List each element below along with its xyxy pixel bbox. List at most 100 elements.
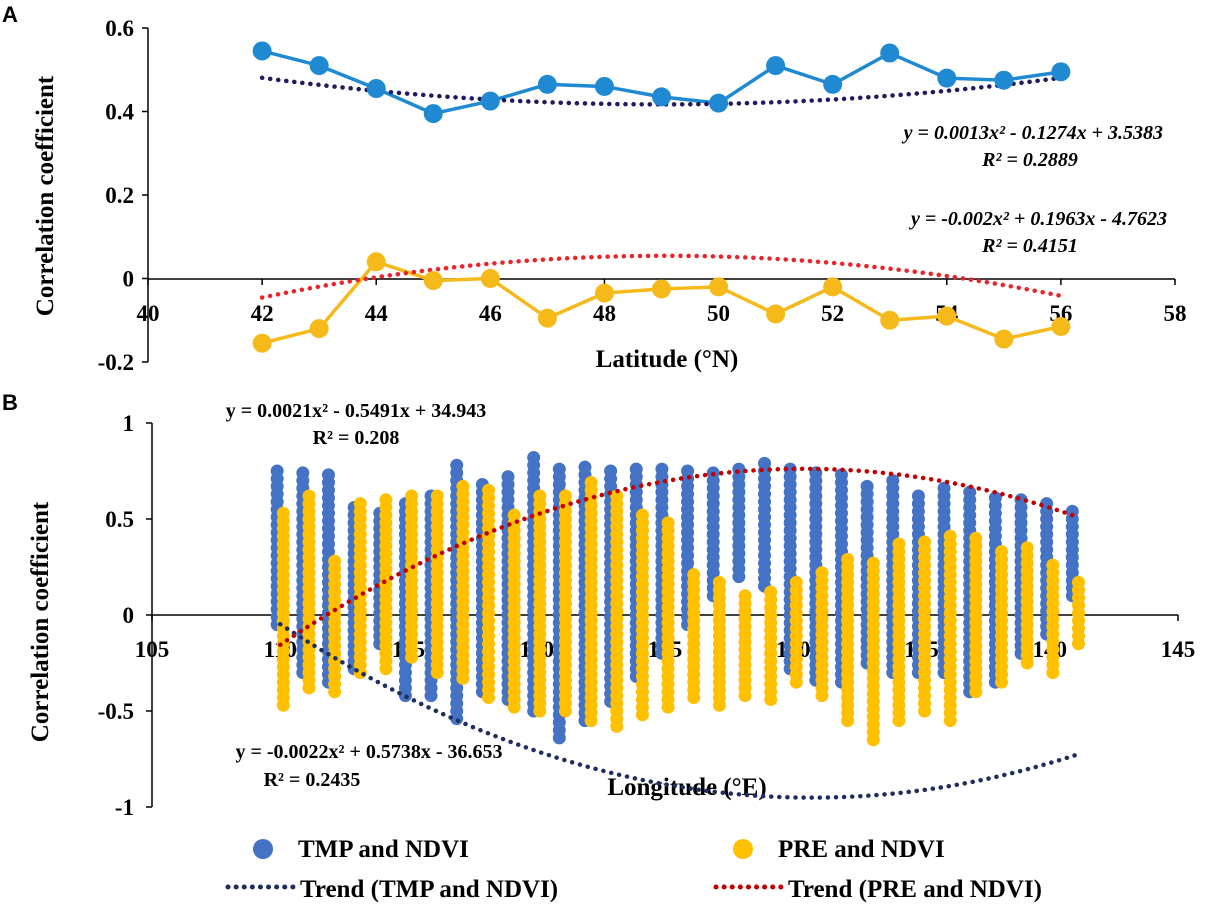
panel-b-tmp-point bbox=[321, 468, 335, 482]
panel-b-pre-column bbox=[687, 568, 701, 705]
panel-a-pre-point bbox=[994, 329, 1014, 349]
panel-b-pre-point bbox=[969, 531, 983, 545]
panel-b-tmp-point bbox=[758, 456, 772, 470]
legend: TMP and NDVI PRE and NDVI Trend (TMP and… bbox=[225, 836, 1042, 903]
panel-b-pre-column bbox=[507, 508, 521, 714]
panel-b-pre-point bbox=[789, 575, 803, 589]
panel-b-pre-column bbox=[584, 476, 598, 728]
panel-b-x-tick-label: 145 bbox=[1161, 637, 1196, 662]
panel-b-pre-point bbox=[764, 585, 778, 599]
panel-b-pre-column bbox=[1046, 558, 1060, 680]
panel-b-pre-column bbox=[430, 489, 444, 680]
panel-a-x-tick-label: 58 bbox=[1164, 301, 1187, 326]
panel-b-pre-column bbox=[379, 493, 393, 676]
panel-b-pre-trend-line bbox=[278, 466, 1078, 648]
panel-b-tmp-point bbox=[655, 462, 669, 476]
panel-b-pre-column bbox=[328, 554, 342, 699]
panel-b-pre-column bbox=[405, 489, 419, 664]
panel-b-pre-point bbox=[302, 489, 316, 503]
panel-b-tmp-point bbox=[988, 491, 1002, 505]
legend-tmp-marker bbox=[253, 839, 273, 859]
panel-a-tmp-point bbox=[994, 70, 1014, 90]
panel-a-tmp-point bbox=[252, 41, 272, 61]
panel-b-tmp-point bbox=[296, 466, 310, 480]
panel-b-pre-point bbox=[405, 489, 419, 503]
panel-b-pre-column bbox=[841, 552, 855, 728]
panel-b-pre-point bbox=[1020, 541, 1034, 555]
panel-b-pre-point bbox=[482, 483, 496, 497]
panel-b-pre-point bbox=[712, 575, 726, 589]
panel-b-y-tick-label: -0.5 bbox=[98, 699, 134, 724]
panel-b-pre-r2: R² = 0.2435 bbox=[264, 769, 361, 791]
panel-b-pre-column bbox=[456, 479, 470, 685]
panel-b-pre-column bbox=[815, 566, 829, 703]
panel-a-pre-equation: y = -0.002x² + 0.1963x - 4.7623 bbox=[909, 208, 1167, 230]
panel-b-tmp-point bbox=[732, 462, 746, 476]
panel-b-pre-column bbox=[610, 489, 624, 733]
panel-b-tmp-point bbox=[860, 479, 874, 493]
panel-b-tmp-trend-line bbox=[278, 621, 1078, 800]
panel-b-label: B bbox=[2, 390, 18, 415]
panel-a-pre-point bbox=[880, 310, 900, 330]
panel-b-pre-point bbox=[841, 552, 855, 566]
panel-b-pre-column bbox=[558, 489, 572, 718]
panel-a-pre-point bbox=[594, 283, 614, 303]
panel-a-pre-point bbox=[537, 308, 557, 328]
panel-a-y-tick-label: 0 bbox=[123, 267, 135, 292]
panel-b-pre-point bbox=[533, 489, 547, 503]
panel-a-y-tick-label: 0.6 bbox=[105, 16, 134, 41]
panel-b-pre-point bbox=[918, 535, 932, 549]
panel-b-tmp-point bbox=[578, 460, 592, 474]
panel-b-pre-column bbox=[866, 556, 880, 747]
panel-b-tmp-point bbox=[501, 470, 515, 484]
panel-b-pre-point bbox=[430, 489, 444, 503]
panel-b: B -1-0.500.51105110115120125130135140145… bbox=[2, 390, 1195, 820]
panel-b-pre-column bbox=[482, 483, 496, 705]
panel-b-pre-point bbox=[276, 506, 290, 520]
panel-b-pre-point bbox=[1071, 575, 1085, 589]
panel-b-tmp-point bbox=[629, 462, 643, 476]
panel-b-x-tick-label: 105 bbox=[135, 637, 170, 662]
panel-b-tmp-point bbox=[783, 462, 797, 476]
panel-b-pre-point bbox=[943, 529, 957, 543]
panel-a-tmp-point bbox=[480, 91, 500, 111]
panel-b-pre-point bbox=[379, 493, 393, 507]
panel-b-tmp-point bbox=[270, 464, 284, 478]
panel-a-x-axis-title: Latitude (°N) bbox=[596, 346, 739, 373]
panel-a-pre-point bbox=[652, 279, 671, 299]
legend-tmp-label: TMP and NDVI bbox=[298, 836, 469, 863]
panel-a-pre-point bbox=[1051, 317, 1071, 337]
panel-b-pre-column bbox=[995, 545, 1009, 689]
panel-b-pre-point bbox=[1046, 558, 1060, 572]
panel-a-y-tick-label: 0.4 bbox=[105, 100, 134, 125]
panel-b-pre-column bbox=[789, 575, 803, 689]
panel-b-tmp-point bbox=[911, 489, 925, 503]
panel-b-pre-column bbox=[302, 489, 316, 695]
panel-b-pre-point bbox=[353, 497, 367, 511]
panel-a-label: A bbox=[2, 2, 18, 27]
panel-b-tmp-column bbox=[758, 456, 772, 593]
panel-a-x-tick-label: 42 bbox=[251, 301, 274, 326]
panel-b-tmp-point bbox=[834, 468, 848, 482]
panel-a-tmp-point bbox=[594, 76, 614, 96]
panel-b-tmp-point bbox=[527, 451, 541, 465]
panel-a-tmp-point bbox=[937, 68, 957, 88]
panel-b-pre-point bbox=[738, 589, 752, 603]
panel-a-x-tick-label: 48 bbox=[593, 301, 616, 326]
panel-a-pre-r2: R² = 0.4151 bbox=[981, 235, 1078, 257]
panel-b-pre-point bbox=[815, 566, 829, 580]
panel-a-pre-point bbox=[766, 304, 786, 324]
panel-a-pre-point bbox=[480, 269, 500, 288]
panel-b-pre-point bbox=[610, 489, 624, 503]
panel-a-pre-point bbox=[423, 271, 443, 291]
panel-b-pre-column bbox=[661, 516, 675, 714]
panel-b-pre-point bbox=[995, 545, 1009, 559]
panel-a-tmp-point bbox=[309, 56, 329, 76]
panel-a-tmp-point bbox=[423, 104, 443, 124]
panel-b-pre-equation: y = -0.0022x² + 0.5738x - 36.653 bbox=[235, 741, 502, 763]
panel-a-tmp-equation: y = 0.0013x² - 0.1274x + 3.5383 bbox=[902, 122, 1163, 144]
panel-b-pre-column bbox=[1020, 541, 1034, 670]
panel-b-pre-column bbox=[969, 531, 983, 699]
panel-b-tmp-column bbox=[732, 462, 746, 584]
